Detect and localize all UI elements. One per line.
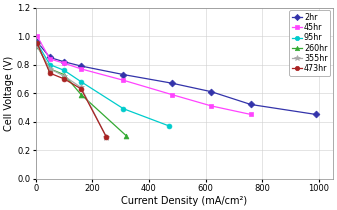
260hr xyxy=(48,68,52,70)
2hr xyxy=(79,65,83,67)
2hr xyxy=(48,56,52,59)
473hr xyxy=(79,88,83,90)
2hr xyxy=(35,41,39,43)
355hr xyxy=(35,45,39,47)
45hr xyxy=(249,113,253,116)
Legend: 2hr, 45hr, 95hr, 260hr, 355hr, 473hr: 2hr, 45hr, 95hr, 260hr, 355hr, 473hr xyxy=(289,10,330,76)
355hr xyxy=(104,136,109,138)
473hr xyxy=(62,77,66,80)
473hr xyxy=(48,72,52,74)
95hr xyxy=(79,80,83,83)
45hr xyxy=(209,105,213,107)
355hr xyxy=(48,68,52,70)
2hr xyxy=(62,60,66,63)
Y-axis label: Cell Voltage (V): Cell Voltage (V) xyxy=(4,55,14,131)
2hr xyxy=(314,113,318,116)
Line: 2hr: 2hr xyxy=(35,39,318,117)
355hr xyxy=(62,75,66,77)
Line: 45hr: 45hr xyxy=(35,34,253,117)
95hr xyxy=(62,69,66,72)
45hr xyxy=(48,58,52,60)
2hr xyxy=(170,82,174,84)
2hr xyxy=(209,90,213,93)
X-axis label: Current Density (mA/cm²): Current Density (mA/cm²) xyxy=(121,196,247,206)
2hr xyxy=(121,73,125,76)
Line: 95hr: 95hr xyxy=(35,41,171,128)
Line: 355hr: 355hr xyxy=(34,43,110,140)
2hr xyxy=(249,103,253,106)
95hr xyxy=(35,42,39,45)
260hr xyxy=(62,73,66,76)
95hr xyxy=(167,125,171,127)
95hr xyxy=(48,63,52,66)
45hr xyxy=(121,79,125,81)
260hr xyxy=(79,93,83,96)
Line: 473hr: 473hr xyxy=(35,41,109,140)
95hr xyxy=(121,108,125,110)
473hr xyxy=(35,42,39,45)
355hr xyxy=(79,86,83,89)
45hr xyxy=(62,62,66,64)
45hr xyxy=(35,35,39,37)
Line: 260hr: 260hr xyxy=(35,44,129,138)
260hr xyxy=(35,45,39,47)
473hr xyxy=(104,136,109,138)
260hr xyxy=(124,135,128,137)
45hr xyxy=(170,93,174,96)
45hr xyxy=(79,68,83,70)
